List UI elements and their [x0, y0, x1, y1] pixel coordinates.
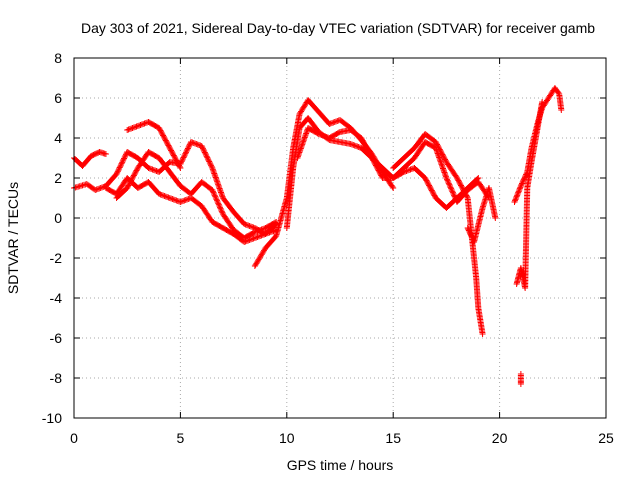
data-series-arc-E [124, 119, 184, 171]
data-series-arc-C [102, 175, 280, 245]
y-tick-label: 0 [54, 210, 62, 226]
y-tick-label: -6 [50, 330, 63, 346]
y-tick-label: 2 [54, 170, 62, 186]
y-tick-label: 4 [54, 130, 62, 146]
data-series-arc-J [464, 185, 499, 245]
data-series-arc-D [113, 149, 280, 241]
data-series-arc-M [517, 371, 524, 387]
x-tick-label: 25 [598, 430, 614, 446]
chart-title: Day 303 of 2021, Sidereal Day-to-day VTE… [81, 20, 595, 36]
tick-labels: 0 5 10 15 20 25 -10 -8 -6 -4 -2 0 2 4 6 8 [42, 50, 614, 446]
x-tick-label: 10 [279, 430, 295, 446]
y-tick-label: -8 [50, 370, 63, 386]
data-series-arc-F [251, 97, 397, 269]
data-series-arc-I [390, 131, 486, 337]
y-tick-label: -4 [50, 290, 63, 306]
x-tick-label: 0 [70, 430, 78, 446]
y-tick-label: 6 [54, 90, 62, 106]
data-series-arc-A [71, 149, 109, 169]
plot-frame [73, 57, 607, 419]
x-tick-label: 15 [385, 430, 401, 446]
y-tick-label: -2 [50, 250, 63, 266]
data-marks [71, 85, 565, 387]
y-tick-label: 8 [54, 50, 62, 66]
y-axis-label: SDTVAR / TECUs [5, 182, 21, 294]
data-series-arc-L [511, 85, 565, 205]
x-axis-label: GPS time / hours [287, 457, 394, 473]
x-tick-label: 5 [177, 430, 185, 446]
y-tick-label: -10 [42, 410, 62, 426]
x-tick-label: 20 [492, 430, 508, 446]
